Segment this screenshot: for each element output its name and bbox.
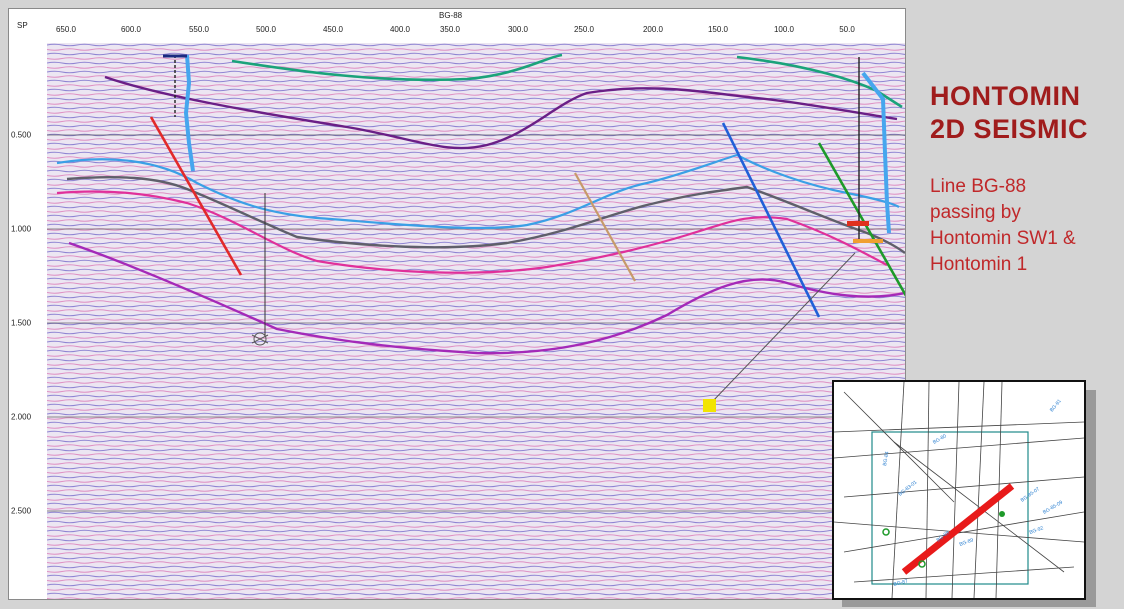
- sp-tick: 300.0: [507, 25, 529, 34]
- well-location-icon: [999, 511, 1005, 517]
- title-line: HONTOMIN: [930, 81, 1081, 111]
- time-tick: 2.000: [11, 412, 32, 422]
- sp-tick: 450.0: [322, 25, 344, 34]
- fault-tan[interactable]: [574, 172, 636, 282]
- time-tick: 1.500: [11, 318, 32, 328]
- horizon-gray[interactable]: [66, 175, 905, 254]
- time-axis: 0.500 1.000 1.500 2.000 2.500: [9, 43, 47, 599]
- well-trace-hontomin-1[interactable]: [847, 57, 891, 243]
- subtitle-line: Line BG-88: [930, 176, 1027, 197]
- time-tick: 0.500: [11, 130, 32, 140]
- horizon-purple[interactable]: [104, 75, 898, 150]
- annotation-leader-line: [710, 252, 856, 404]
- well-location-icon: [882, 528, 890, 536]
- sp-tick: 650.0: [55, 25, 77, 34]
- fault-blue[interactable]: [721, 122, 821, 318]
- time-tick: 1.000: [11, 224, 32, 234]
- inset-map-canvas[interactable]: BG-88 BG-84 BG-80 BG-92 BG-85-09 BG-85-0…: [834, 382, 1084, 598]
- inset-line-label: BG-84: [882, 451, 890, 466]
- seismic-section[interactable]: [47, 43, 905, 599]
- horizon-violet[interactable]: [68, 241, 905, 355]
- sp-tick: 600.0: [120, 25, 142, 34]
- title-line: 2D SEISMIC: [930, 114, 1089, 144]
- subtitle-line: Hontomin SW1 &: [930, 228, 1076, 249]
- sp-tick: 50.0: [839, 25, 855, 34]
- subtitle-line: Hontomin 1: [930, 254, 1028, 275]
- sp-tick: 250.0: [573, 25, 595, 34]
- inset-line-label: BG-80: [932, 433, 948, 446]
- sp-axis-label: SP: [17, 21, 28, 30]
- horizon-green[interactable]: [231, 53, 563, 82]
- seismic-viewer: SP BG-88 650.0 600.0 550.0 500.0 450.0 4…: [8, 8, 906, 600]
- inset-line-label: BG-92: [1029, 525, 1045, 536]
- horizon-blue[interactable]: [56, 153, 900, 230]
- slide-subtitle: Line BG-88 passing by Hontomin SW1 & Hon…: [930, 174, 1076, 278]
- shotpoint-ruler: SP BG-88 650.0 600.0 550.0 500.0 450.0 4…: [9, 9, 905, 43]
- sp-tick: 350.0: [439, 25, 461, 34]
- highlighted-line-bg88[interactable]: [901, 483, 1015, 575]
- sp-tick: 550.0: [188, 25, 210, 34]
- time-grid: [47, 134, 905, 512]
- inset-line-label: BG-87: [893, 578, 909, 588]
- sp-tick: 400.0: [389, 25, 411, 34]
- line-name-label: BG-88: [439, 11, 463, 20]
- seismic-reflection-background: [47, 43, 905, 599]
- study-area-box: [871, 431, 1029, 585]
- inset-line-label: BG-83-01: [898, 479, 919, 497]
- time-tick: 2.500: [11, 506, 32, 516]
- square-marker-icon[interactable]: [703, 399, 716, 412]
- well-location-icon: [918, 560, 926, 568]
- fault-red[interactable]: [149, 116, 243, 276]
- inset-line-label: BG-85-07: [1020, 486, 1041, 503]
- subtitle-line: passing by: [930, 202, 1021, 223]
- horizon-green[interactable]: [736, 55, 903, 109]
- well-trace-hontomin-sw1[interactable]: [163, 54, 195, 172]
- inset-line-label: BG-85-09: [1042, 500, 1064, 516]
- inset-line-label: BG-91: [1049, 398, 1063, 413]
- horizon-magenta[interactable]: [56, 190, 888, 274]
- sp-tick: 200.0: [642, 25, 664, 34]
- seismic-section-canvas[interactable]: [47, 43, 905, 599]
- slide-title: HONTOMIN 2D SEISMIC: [930, 80, 1088, 146]
- sp-tick: 500.0: [255, 25, 277, 34]
- well-symbol-icon[interactable]: [251, 332, 269, 346]
- inset-location-map[interactable]: BG-88 BG-84 BG-80 BG-92 BG-85-09 BG-85-0…: [832, 380, 1086, 600]
- sp-tick: 100.0: [773, 25, 795, 34]
- sp-tick: 150.0: [707, 25, 729, 34]
- inset-line-label: BG-89: [959, 537, 975, 548]
